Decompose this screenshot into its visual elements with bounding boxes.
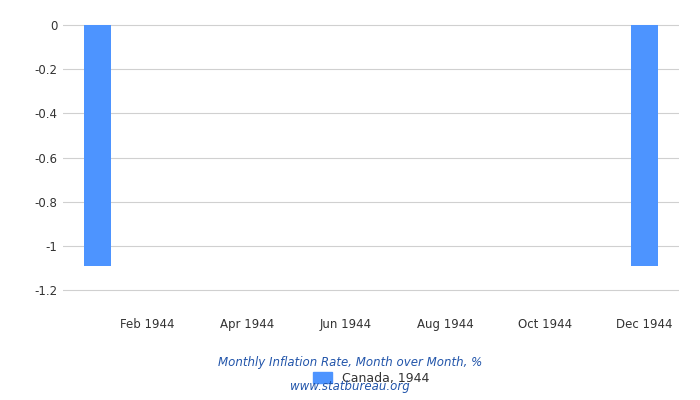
Text: www.statbureau.org: www.statbureau.org [290,380,410,393]
Bar [631,25,658,266]
Legend: Canada, 1944: Canada, 1944 [308,367,434,390]
Bar [84,25,111,266]
Text: Monthly Inflation Rate, Month over Month, %: Monthly Inflation Rate, Month over Month… [218,356,482,369]
